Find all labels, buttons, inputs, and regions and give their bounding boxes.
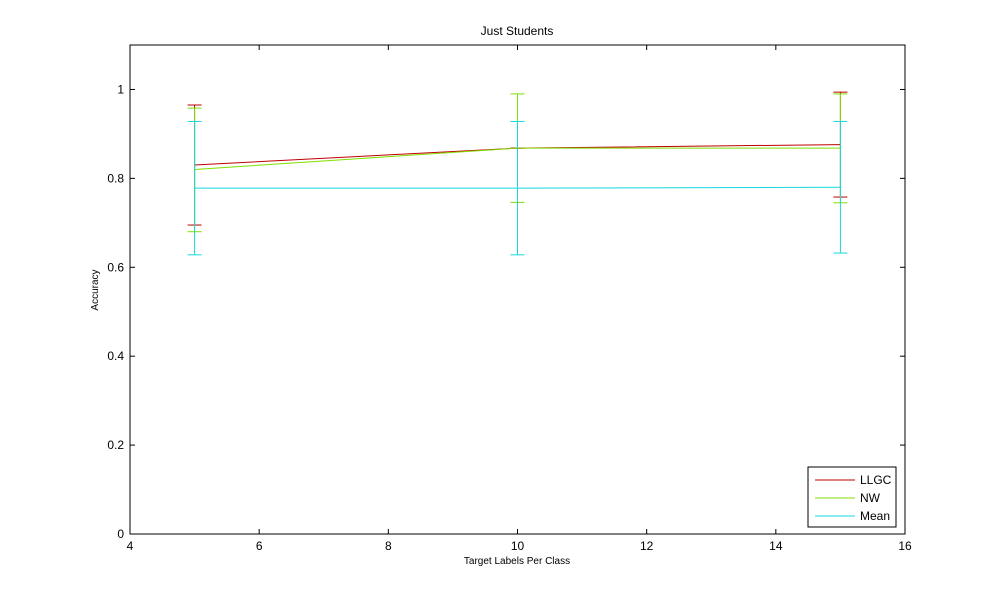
- legend-box: [807, 466, 897, 528]
- x-tick-label: 12: [640, 539, 654, 553]
- x-axis-ticks: 4 6 8 10 12 14 16: [127, 45, 912, 553]
- series-mean: [187, 120, 848, 256]
- y-tick-label: 0.2: [107, 438, 124, 452]
- error-bar-mean: [833, 120, 848, 254]
- legend: LLGC NW Mean: [807, 466, 897, 528]
- error-bar-mean: [187, 120, 202, 256]
- x-tick-label: 6: [256, 539, 263, 553]
- x-tick-label: 10: [511, 539, 525, 553]
- y-tick-label: 0.8: [107, 171, 124, 185]
- y-axis-label: Accuracy: [90, 269, 101, 310]
- legend-label-nw: NW: [860, 491, 881, 505]
- x-tick-label: 4: [127, 539, 134, 553]
- x-tick-label: 8: [385, 539, 392, 553]
- y-tick-label: 0.6: [107, 260, 124, 274]
- y-tick-label: 1: [117, 82, 124, 96]
- x-axis-label: Target Labels Per Class: [464, 556, 570, 567]
- legend-label-llgc: LLGC: [860, 473, 892, 487]
- legend-label-mean: Mean: [860, 509, 890, 523]
- error-bar-mean: [510, 120, 525, 256]
- x-tick-label: 16: [898, 539, 912, 553]
- x-tick-label: 14: [769, 539, 783, 553]
- series-layer: [187, 91, 848, 256]
- chart-title: Just Students: [481, 24, 554, 38]
- y-tick-label: 0.4: [107, 349, 124, 363]
- y-tick-label: 0: [117, 527, 124, 541]
- y-axis-ticks: 0 0.2 0.4 0.6 0.8 1: [107, 82, 905, 541]
